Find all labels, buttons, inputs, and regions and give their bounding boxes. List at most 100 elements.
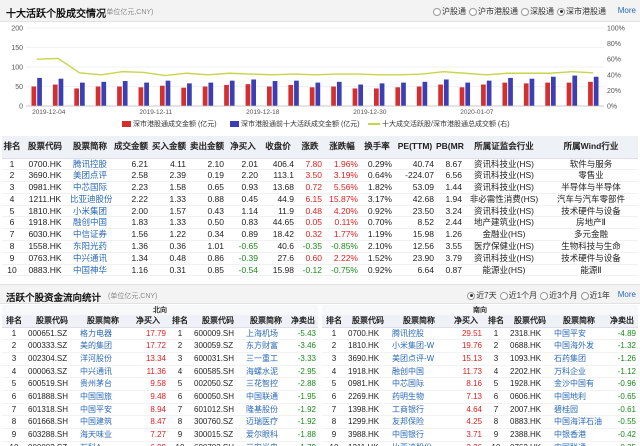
table-row[interactable]: 8 1558.HK 东阳光药 1.36 0.36 1.01 -0.65 40.6 -0.35 -0… — [2, 240, 638, 253]
period-option-3[interactable]: 近1年 — [580, 290, 610, 301]
radio-icon[interactable] — [469, 7, 477, 16]
stock-name-link[interactable]: 金沙中国有 — [552, 377, 606, 392]
table-row[interactable]: 10000002.SZ万科A6.9910600703.SH三安光电-1.79 — [2, 441, 318, 446]
radio-icon[interactable] — [521, 7, 529, 16]
stock-name-link[interactable]: 腾讯控股 — [68, 158, 112, 171]
stock-name-link[interactable]: 中国海外发 — [552, 339, 606, 353]
table-row[interactable]: 6 2269.HK 药明生物 7.13 6 0606.HK 中国地利 -0.65 — [322, 390, 638, 404]
table-row[interactable]: 2 3690.HK 美团点评 2.58 2.39 0.19 2.20 113.1 3.50 3.1… — [2, 169, 638, 183]
radio-icon[interactable] — [467, 291, 476, 300]
market-option-2[interactable]: 深股通 — [521, 6, 554, 17]
table-row[interactable]: 2 1810.HK 小米集团-W 19.76 2 0688.HK 中国海外发 -1.32 — [322, 339, 638, 353]
table-row[interactable]: 1 0700.HK 腾讯控股 6.21 4.11 2.10 2.01 406.4 7.80 1.9… — [2, 158, 638, 171]
table-row[interactable]: 7 1398.HK 工商银行 4.64 7 2007.HK 碧桂园 -0.61 — [322, 403, 638, 417]
stock-name-link[interactable]: 隆基股份 — [244, 403, 288, 417]
market-option-0[interactable]: 沪股通 — [433, 6, 466, 17]
stock-name-link[interactable]: 爱尔眼科 — [244, 428, 288, 442]
table-row[interactable]: 101211.HK比亚迪股份3.26100762.HK中国联通-0.35 — [322, 441, 638, 446]
stock-name-link[interactable]: 中国联通 — [244, 390, 288, 404]
radio-icon[interactable] — [499, 291, 508, 300]
stock-name-link[interactable]: 中兴通讯 — [68, 252, 112, 265]
table-row[interactable]: 6 1918.HK 融创中国 1.83 1.33 0.50 0.83 44.65 0.05 0.1… — [2, 216, 638, 230]
stock-name-link[interactable]: 中国平安 — [552, 327, 606, 341]
stock-name-link[interactable]: 工商银行 — [390, 403, 448, 417]
stock-name-link[interactable]: 石药集团 — [552, 352, 606, 366]
column-header[interactable]: 涨跌 — [296, 136, 324, 159]
stock-name-link[interactable]: 万科A — [78, 441, 128, 446]
table-row[interactable]: 3 0981.HK 中芯国际 2.23 1.58 0.65 0.93 13.68 0.72 5.5… — [2, 181, 638, 194]
stock-name-link[interactable]: 格力电器 — [78, 327, 128, 341]
radio-icon[interactable] — [433, 7, 441, 16]
radio-icon[interactable] — [580, 291, 589, 300]
stock-name-link[interactable]: 万科企业 — [552, 365, 606, 379]
column-header[interactable]: 所属Wind行业 — [544, 136, 638, 159]
table-row[interactable]: 9 603288.SH 海天味业 7.27 9 300015.SZ 爱尔眼科 -1.88 — [2, 428, 318, 442]
stock-name-link[interactable]: 中国联通 — [552, 441, 606, 446]
stock-name-link[interactable]: 腾讯控股 — [390, 327, 448, 341]
stock-name-link[interactable]: 中信证券 — [68, 228, 112, 242]
table-row[interactable]: 7 601318.SH 中国平安 8.94 7 601012.SH 隆基股份 -1.92 — [2, 403, 318, 417]
column-header[interactable]: PE(TTM) — [394, 136, 436, 159]
column-header[interactable]: 股票代码 — [22, 136, 68, 159]
column-header[interactable]: 股票简称 — [68, 136, 112, 159]
column-header[interactable]: 换手率 — [360, 136, 394, 159]
table-row[interactable]: 5 1810.HK 小米集团 2.00 1.57 0.43 1.14 11.9 0.48 4.20… — [2, 205, 638, 218]
stock-name-link[interactable]: 友邦保险 — [390, 415, 448, 430]
column-header[interactable]: 净买入 — [226, 136, 260, 159]
table-row[interactable]: 7 6030.HK 中信证券 1.56 1.22 0.34 0.89 18.42 0.32 1.7… — [2, 228, 638, 242]
table-row[interactable]: 2 000333.SZ 美的集团 17.72 2 300059.SZ 东方财富 -3.46 — [2, 339, 318, 353]
flow-more-link[interactable]: More — [617, 290, 636, 299]
period-option-0[interactable]: 近7天 — [467, 290, 497, 301]
radio-icon[interactable] — [557, 7, 565, 16]
stock-name-link[interactable]: 美团点评-W — [390, 352, 448, 366]
table-row[interactable]: 8 601668.SH 中国建筑 8.47 8 300760.SZ 迈瑞医疗 -1.92 — [2, 415, 318, 430]
stock-name-link[interactable]: 三安光电 — [244, 441, 288, 446]
stock-name-link[interactable]: 中芯国际 — [68, 181, 112, 194]
stock-name-link[interactable]: 小米集团-W — [390, 339, 448, 353]
market-option-3[interactable]: 深市港股通 — [557, 6, 606, 17]
stock-name-link[interactable]: 中国国旅 — [78, 390, 128, 404]
column-header[interactable]: 排名 — [2, 136, 22, 159]
period-option-1[interactable]: 近1个月 — [499, 290, 537, 301]
stock-name-link[interactable]: 中国海洋石油 — [552, 415, 606, 430]
stock-name-link[interactable]: 药明生物 — [390, 390, 448, 404]
stock-name-link[interactable]: 美团点评 — [68, 169, 112, 183]
table-row[interactable]: 4 1918.HK 融创中国 11.73 4 2202.HK 万科企业 -1.12 — [322, 365, 638, 379]
table-row[interactable]: 4 1211.HK 比亚迪股份 2.22 1.33 0.88 0.45 44.9 6.15 15.… — [2, 193, 638, 206]
stock-name-link[interactable]: 中芯国际 — [390, 377, 448, 392]
stock-name-link[interactable]: 三花智控 — [244, 377, 288, 392]
stock-name-link[interactable]: 融创中国 — [390, 365, 448, 379]
stock-name-link[interactable]: 海螺水泥 — [244, 365, 288, 379]
stock-name-link[interactable]: 比亚迪股份 — [390, 441, 448, 446]
table-row[interactable]: 5 0981.HK 中芯国际 8.16 5 1928.HK 金沙中国有 -0.96 — [322, 377, 638, 392]
column-header[interactable]: 买入金额 — [150, 136, 188, 159]
stock-name-link[interactable]: 海天味业 — [78, 428, 128, 442]
stock-name-link[interactable]: 小米集团 — [68, 205, 112, 218]
stock-name-link[interactable]: 中兴通讯 — [78, 365, 128, 379]
column-header[interactable]: PB(MRQ) — [436, 136, 464, 159]
stock-name-link[interactable]: 中银香港 — [552, 428, 606, 442]
table-row[interactable]: 1 000651.SZ 格力电器 17.79 1 600009.SH 上海机场 -5.43 — [2, 327, 318, 341]
column-header[interactable]: 所属证监会行业 — [464, 136, 544, 159]
stock-name-link[interactable]: 碧桂园 — [552, 403, 606, 417]
stock-name-link[interactable]: 美的集团 — [78, 339, 128, 353]
stock-name-link[interactable]: 中国平安 — [78, 403, 128, 417]
top10-more-link[interactable]: More — [617, 6, 636, 15]
column-header[interactable]: 涨跌幅 — [324, 136, 360, 159]
table-row[interactable]: 9 3988.HK 中国银行 3.71 9 2388.HK 中银香港 -0.42 — [322, 428, 638, 442]
period-option-2[interactable]: 近3个月 — [540, 290, 578, 301]
column-header[interactable]: 卖出金额 — [188, 136, 226, 159]
stock-name-link[interactable]: 三一重工 — [244, 352, 288, 366]
stock-name-link[interactable]: 中国地利 — [552, 390, 606, 404]
stock-name-link[interactable]: 中国神华 — [68, 264, 112, 277]
stock-name-link[interactable]: 中国银行 — [390, 428, 448, 442]
table-row[interactable]: 4 000063.SZ 中兴通讯 11.36 4 600585.SH 海螺水泥 -2.95 — [2, 365, 318, 379]
stock-name-link[interactable]: 迈瑞医疗 — [244, 415, 288, 430]
stock-name-link[interactable]: 贵州茅台 — [78, 377, 128, 392]
table-row[interactable]: 6 601888.SH 中国国旅 9.48 6 600050.SH 中国联通 -1.95 — [2, 390, 318, 404]
column-header[interactable]: 成交金额 — [112, 136, 150, 159]
table-row[interactable]: 1 0700.HK 腾讯控股 29.51 1 2318.HK 中国平安 -4.89 — [322, 327, 638, 341]
stock-name-link[interactable]: 上海机场 — [244, 327, 288, 341]
table-row[interactable]: 8 1299.HK 友邦保险 4.25 8 0883.HK 中国海洋石油 -0.55 — [322, 415, 638, 430]
table-row[interactable]: 10 0883.HK 中国神华 1.16 0.31 0.85 -0.54 15.98 -0.12… — [2, 264, 638, 277]
